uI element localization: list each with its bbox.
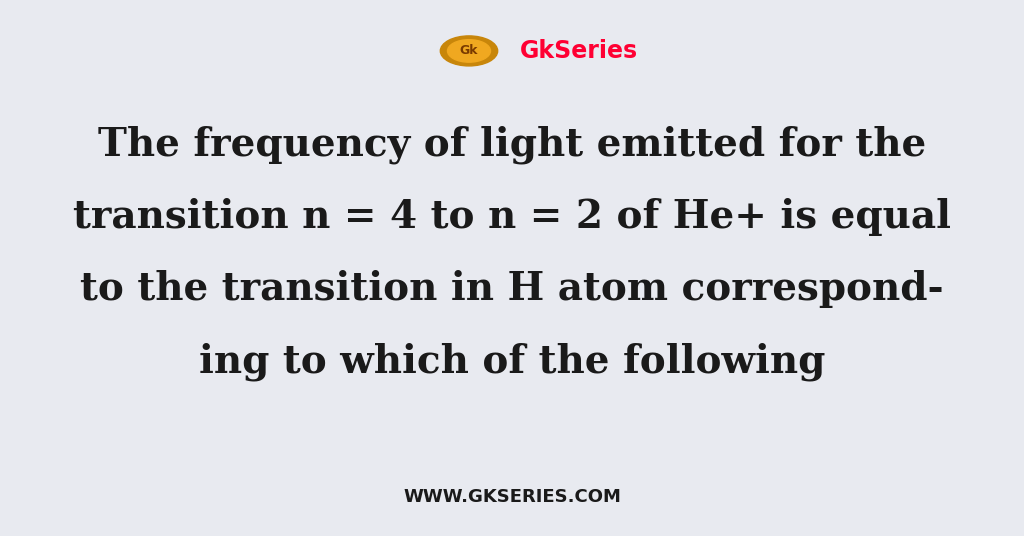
Text: Gk: Gk <box>460 44 478 57</box>
Text: ing to which of the following: ing to which of the following <box>199 343 825 381</box>
Circle shape <box>447 40 490 62</box>
Text: transition n = 4 to n = 2 of He+ is equal: transition n = 4 to n = 2 of He+ is equa… <box>73 198 951 236</box>
Text: GkSeries: GkSeries <box>520 39 638 63</box>
Text: The frequency of light emitted for the: The frequency of light emitted for the <box>98 125 926 164</box>
Text: to the transition in H atom correspond-: to the transition in H atom correspond- <box>80 271 944 308</box>
Circle shape <box>440 36 498 66</box>
Text: WWW.GKSERIES.COM: WWW.GKSERIES.COM <box>403 488 621 507</box>
